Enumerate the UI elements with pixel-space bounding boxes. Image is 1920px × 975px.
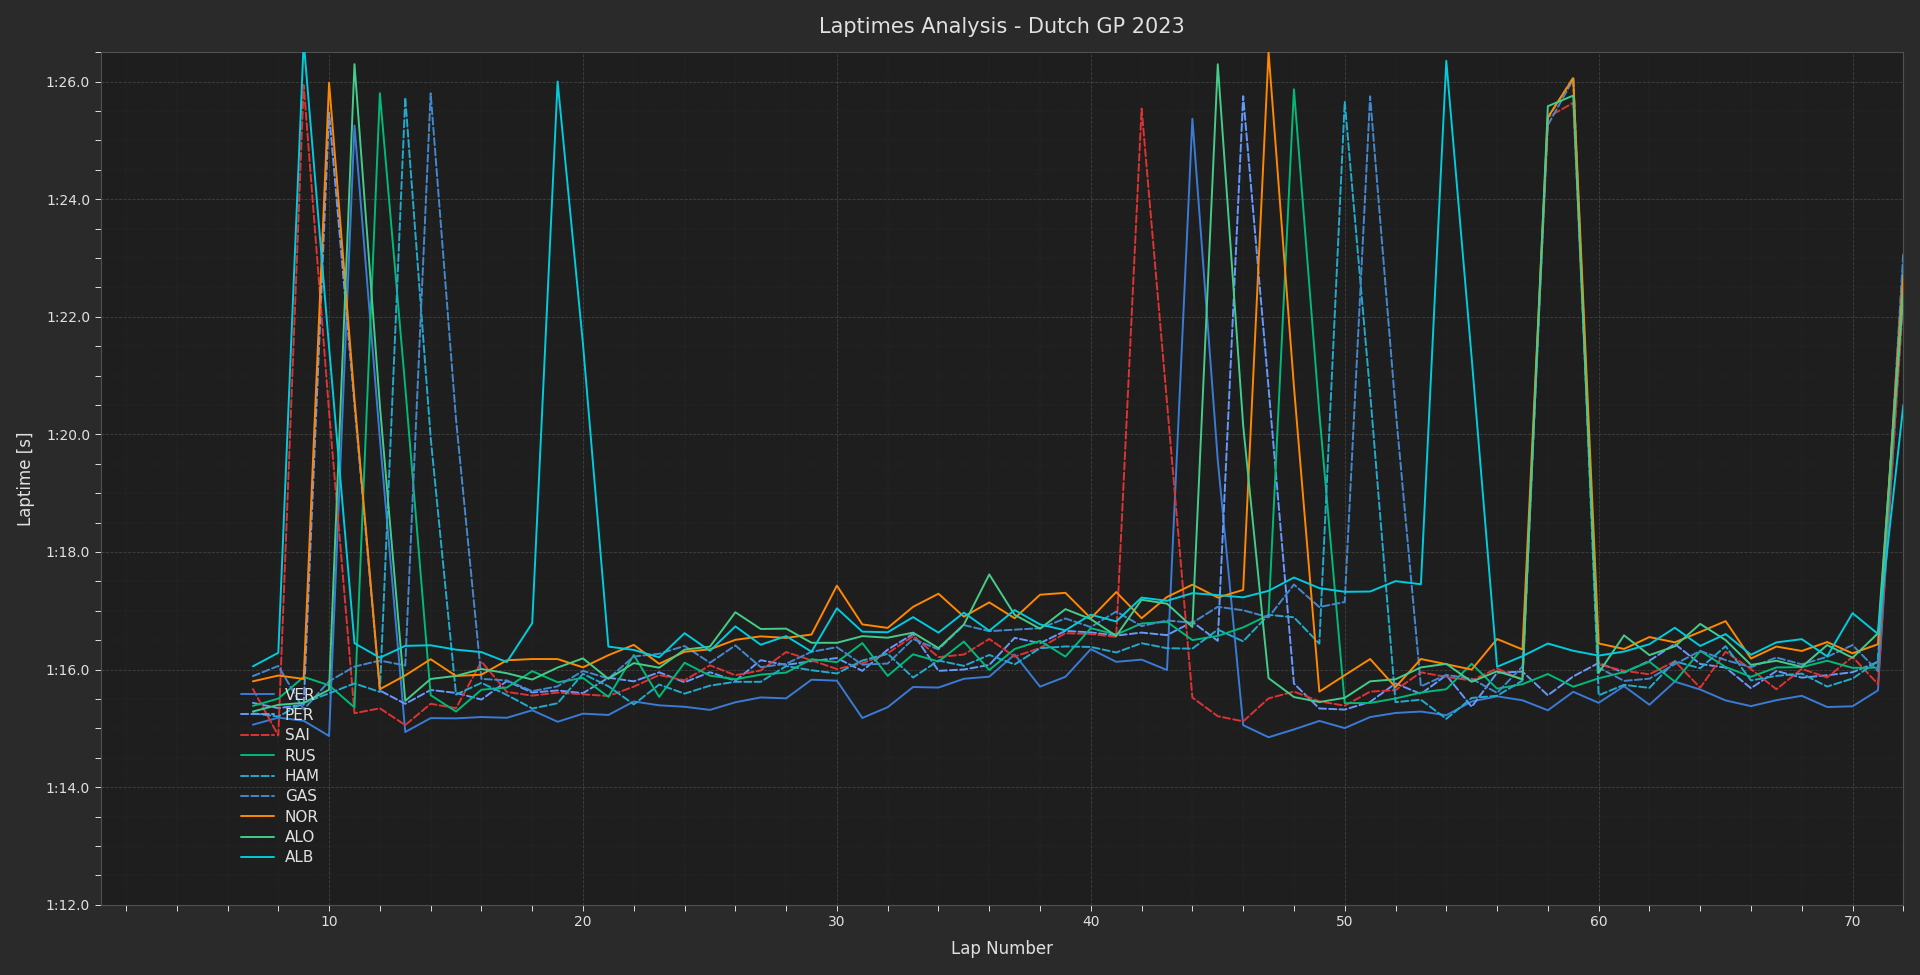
VER [1104, 656, 1127, 668]
Legend: VER, PER, SAI, RUS, HAM, GAS, NOR, ALO, ALB: VER, PER, SAI, RUS, HAM, GAS, NOR, ALO, … [234, 682, 326, 872]
Line: ALO: ALO [253, 64, 1903, 712]
SAI [1308, 695, 1331, 707]
Line: HAM: HAM [253, 92, 1903, 719]
GAS [1891, 247, 1914, 258]
ALO [1104, 630, 1127, 642]
HAM [699, 680, 722, 691]
VER [344, 120, 367, 132]
Y-axis label: Laptime [s]: Laptime [s] [17, 431, 35, 526]
ALO [1231, 419, 1254, 431]
VER [699, 704, 722, 716]
VER [1891, 282, 1914, 293]
SAI [1231, 716, 1254, 727]
GAS [520, 685, 543, 697]
ALB [699, 645, 722, 657]
PER [699, 666, 722, 678]
HAM [344, 678, 367, 689]
NOR [344, 393, 367, 405]
NOR [1308, 685, 1331, 697]
Line: PER: PER [253, 97, 1903, 710]
HAM [1231, 636, 1254, 647]
HAM [1104, 646, 1127, 658]
HAM [1308, 638, 1331, 649]
SAI [699, 659, 722, 671]
SAI [344, 707, 367, 719]
ALO [344, 58, 367, 70]
NOR [520, 653, 543, 665]
ALO [520, 674, 543, 685]
PER [1308, 703, 1331, 715]
PER [520, 686, 543, 698]
Line: RUS: RUS [253, 90, 1903, 712]
ALB [1891, 399, 1914, 410]
ALB [1231, 592, 1254, 604]
RUS [344, 702, 367, 714]
VER [520, 704, 543, 716]
PER [1104, 630, 1127, 642]
RUS [1308, 408, 1331, 419]
NOR [1891, 270, 1914, 282]
PER [1891, 264, 1914, 276]
HAM [1891, 258, 1914, 270]
VER [1308, 715, 1331, 726]
ALO [699, 641, 722, 652]
ALB [1104, 615, 1127, 627]
Line: SAI: SAI [253, 85, 1903, 735]
ALO [1891, 288, 1914, 299]
GAS [699, 657, 722, 669]
ALB [344, 638, 367, 649]
Line: NOR: NOR [253, 52, 1903, 691]
RUS [1231, 621, 1254, 633]
Line: ALB: ALB [253, 41, 1903, 667]
SAI [1104, 631, 1127, 643]
NOR [699, 644, 722, 655]
SAI [520, 689, 543, 701]
GAS [1308, 602, 1331, 613]
Line: GAS: GAS [253, 94, 1903, 709]
ALB [520, 617, 543, 629]
RUS [520, 665, 543, 677]
ALB [1308, 582, 1331, 594]
X-axis label: Lap Number: Lap Number [950, 940, 1052, 958]
RUS [1891, 276, 1914, 288]
HAM [520, 703, 543, 715]
ALO [1308, 696, 1331, 708]
PER [1231, 91, 1254, 102]
Line: VER: VER [253, 119, 1903, 737]
RUS [1104, 629, 1127, 641]
NOR [1231, 584, 1254, 596]
SAI [1891, 293, 1914, 305]
Title: Laptimes Analysis - Dutch GP 2023: Laptimes Analysis - Dutch GP 2023 [820, 17, 1185, 37]
VER [1231, 720, 1254, 731]
GAS [1231, 604, 1254, 616]
NOR [1104, 586, 1127, 598]
PER [344, 399, 367, 410]
GAS [344, 661, 367, 673]
RUS [699, 670, 722, 682]
GAS [1104, 605, 1127, 617]
